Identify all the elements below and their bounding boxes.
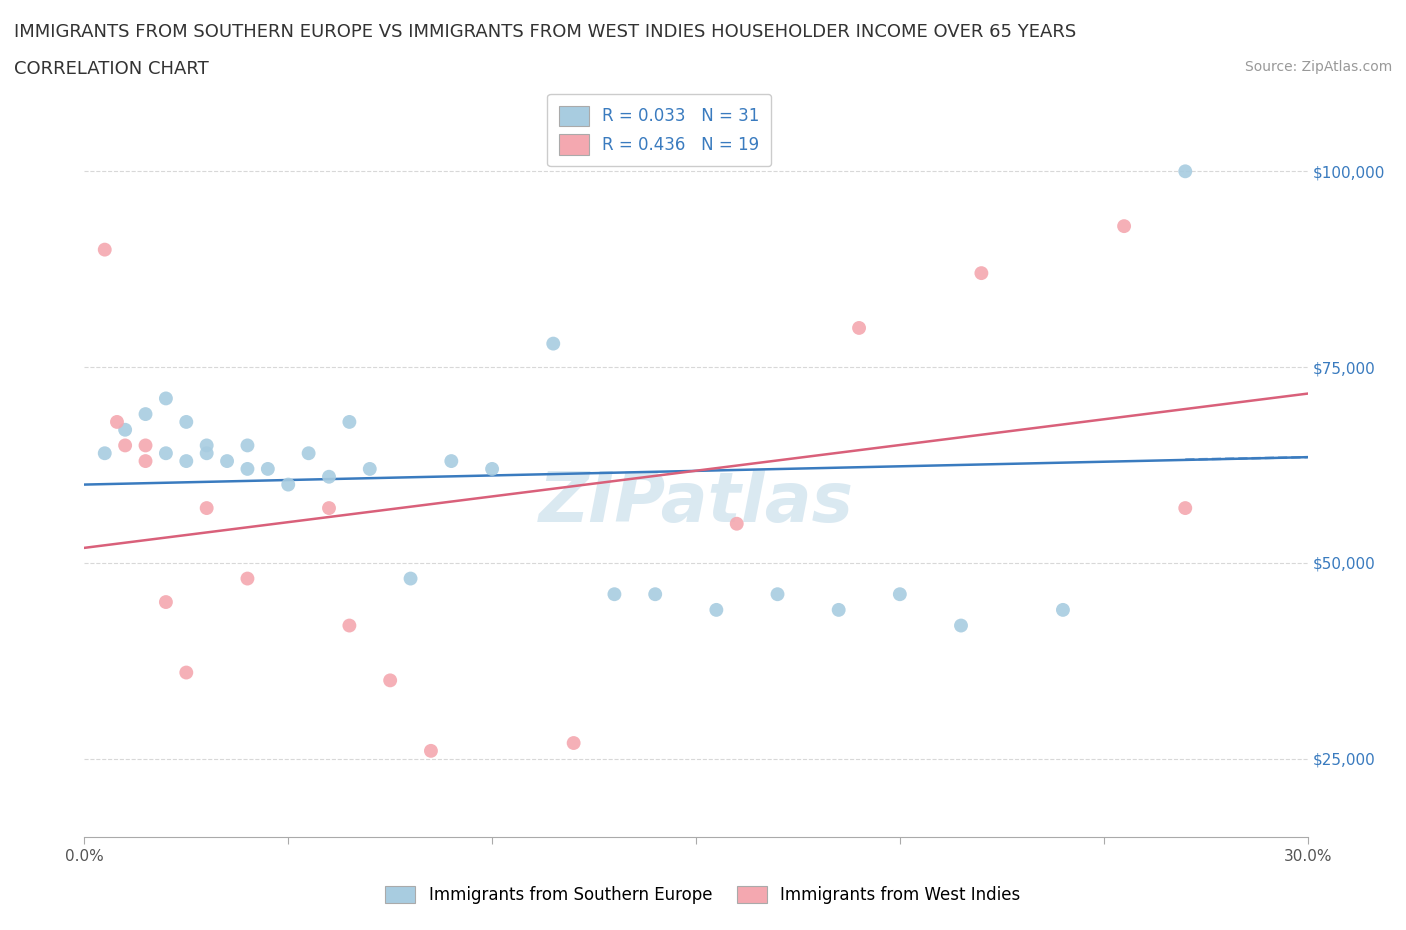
Point — [195, 445, 218, 460]
Point — [298, 445, 321, 460]
Point — [543, 336, 565, 351]
Point — [399, 571, 422, 586]
Point — [562, 736, 585, 751]
Point — [114, 438, 136, 453]
Point — [135, 438, 157, 453]
Text: ZIPatlas: ZIPatlas — [538, 469, 853, 536]
Point — [603, 587, 626, 602]
Point — [236, 461, 259, 476]
Legend: R = 0.033   N = 31, R = 0.436   N = 19: R = 0.033 N = 31, R = 0.436 N = 19 — [547, 94, 772, 166]
Point — [889, 587, 911, 602]
Point — [1052, 603, 1074, 618]
Point — [257, 461, 280, 476]
Text: IMMIGRANTS FROM SOUTHERN EUROPE VS IMMIGRANTS FROM WEST INDIES HOUSEHOLDER INCOM: IMMIGRANTS FROM SOUTHERN EUROPE VS IMMIG… — [14, 23, 1077, 41]
Point — [236, 571, 259, 586]
Point — [114, 422, 136, 437]
Point — [318, 470, 340, 485]
Point — [420, 743, 443, 758]
Point — [481, 461, 503, 476]
Point — [1114, 219, 1136, 233]
Point — [644, 587, 666, 602]
Point — [725, 516, 748, 531]
Point — [135, 454, 157, 469]
Point — [440, 454, 463, 469]
Text: Source: ZipAtlas.com: Source: ZipAtlas.com — [1244, 60, 1392, 74]
Point — [950, 618, 973, 633]
Point — [380, 673, 402, 688]
Point — [766, 587, 789, 602]
Point — [848, 321, 870, 336]
Point — [339, 618, 361, 633]
Point — [155, 445, 177, 460]
Text: CORRELATION CHART: CORRELATION CHART — [14, 60, 209, 78]
Point — [1174, 164, 1197, 179]
Point — [970, 266, 993, 281]
Point — [174, 415, 197, 430]
Point — [1174, 500, 1197, 515]
Point — [706, 603, 728, 618]
Point — [93, 242, 115, 257]
Point — [195, 500, 218, 515]
Point — [174, 665, 197, 680]
Point — [174, 454, 197, 469]
Point — [155, 594, 177, 609]
Point — [105, 415, 128, 430]
Point — [828, 603, 851, 618]
Point — [236, 438, 259, 453]
Point — [339, 415, 361, 430]
Point — [217, 454, 239, 469]
Point — [135, 406, 157, 421]
Point — [277, 477, 299, 492]
Legend: Immigrants from Southern Europe, Immigrants from West Indies: Immigrants from Southern Europe, Immigra… — [378, 879, 1028, 910]
Point — [318, 500, 340, 515]
Point — [93, 445, 115, 460]
Point — [195, 438, 218, 453]
Point — [155, 391, 177, 405]
Point — [359, 461, 381, 476]
